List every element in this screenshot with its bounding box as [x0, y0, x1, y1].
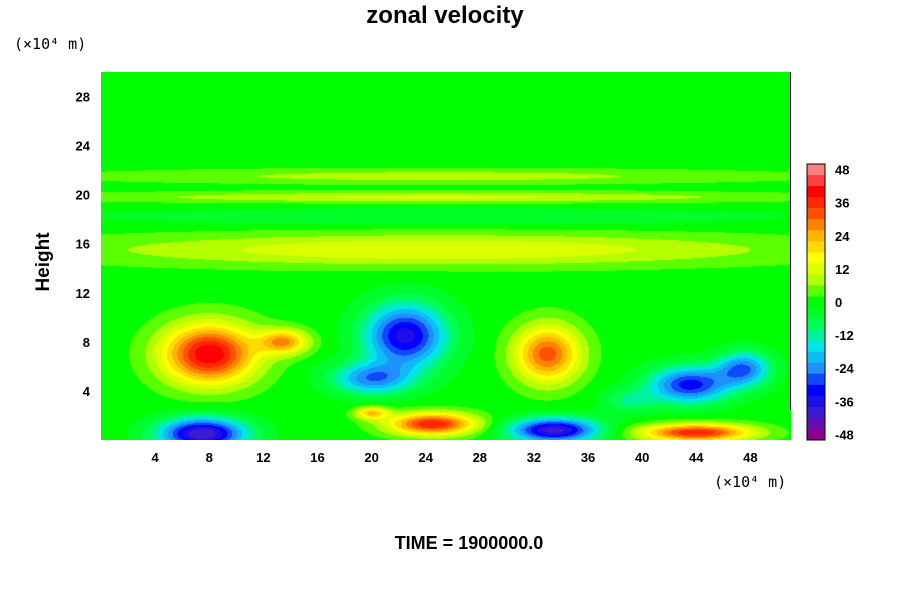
x-tick-label: 12 — [256, 450, 270, 465]
x-axis-unit: (×10⁴ m) — [714, 473, 786, 491]
x-axis-ticks: 4 8 12 16 20 24 28 32 36 40 44 48 — [152, 450, 758, 465]
colorbar-swatch — [807, 230, 825, 242]
x-tick-label: 36 — [581, 450, 595, 465]
colorbar-swatch — [807, 428, 825, 441]
x-tick-label: 24 — [418, 450, 433, 465]
colorbar-tick-label: 12 — [835, 262, 849, 277]
colorbar-swatch — [807, 252, 825, 264]
colorbar-tick-label: 24 — [835, 229, 850, 244]
y-tick-label: 4 — [83, 384, 91, 399]
y-tick-label: 8 — [83, 335, 90, 350]
colorbar-tick-label: -36 — [835, 394, 854, 409]
time-footer: TIME = 1900000.0 — [395, 533, 544, 553]
colorbar-swatch — [807, 395, 825, 408]
x-tick-label: 40 — [635, 450, 649, 465]
colorbar-tick-label: -48 — [835, 427, 854, 442]
colorbar-frame — [806, 163, 826, 441]
colorbar-tick-label: 0 — [835, 295, 842, 310]
colorbar-swatch — [807, 329, 825, 342]
colorbar-swatch — [807, 340, 825, 353]
colorbar-tick-label: 36 — [835, 196, 849, 211]
colorbar-tick-label: 48 — [835, 163, 849, 178]
colorbar-swatch — [807, 351, 825, 364]
x-tick-label: 20 — [364, 450, 378, 465]
x-tick-label: 32 — [527, 450, 541, 465]
colorbar-swatch — [807, 197, 825, 209]
colorbar-swatch — [807, 175, 825, 187]
y-tick-label: 24 — [76, 139, 91, 154]
colorbar-swatch — [807, 164, 825, 176]
colorbar-swatch — [807, 296, 825, 309]
colorbar-swatch — [807, 307, 825, 320]
y-axis-ticks: 4 8 12 16 20 24 28 — [76, 90, 91, 399]
y-axis-unit: (×10⁴ m) — [14, 35, 86, 53]
x-tick-label: 48 — [743, 450, 757, 465]
x-tick-label: 44 — [689, 450, 704, 465]
colorbar-swatch — [807, 384, 825, 397]
y-tick-label: 28 — [76, 90, 90, 105]
x-tick-label: 8 — [206, 450, 213, 465]
y-tick-label: 16 — [76, 237, 90, 252]
colorbar-swatch — [807, 417, 825, 430]
colorbar-swatch — [807, 241, 825, 253]
chart-title: zonal velocity — [366, 2, 524, 29]
heatmap-field — [101, 72, 791, 440]
colorbar-swatch — [807, 285, 825, 297]
colorbar-swatch — [807, 406, 825, 419]
colorbar: 48 36 24 12 0 -12 -24 -36 -48 — [806, 163, 855, 442]
colorbar-tick-label: -12 — [835, 328, 854, 343]
colorbar-swatch — [807, 362, 825, 375]
colorbar-swatch — [807, 208, 825, 220]
colorbar-swatch — [807, 373, 825, 386]
colorbar-swatch — [807, 186, 825, 198]
x-tick-label: 16 — [310, 450, 324, 465]
x-tick-label: 28 — [473, 450, 487, 465]
colorbar-tick-label: -24 — [835, 361, 855, 376]
colorbar-swatch — [807, 318, 825, 331]
colorbar-swatch — [807, 219, 825, 231]
x-tick-label: 4 — [152, 450, 160, 465]
y-tick-label: 20 — [76, 188, 90, 203]
y-axis-label: Height — [33, 232, 54, 292]
y-tick-label: 12 — [76, 286, 90, 301]
colorbar-swatch — [807, 274, 825, 286]
colorbar-swatch — [807, 263, 825, 275]
